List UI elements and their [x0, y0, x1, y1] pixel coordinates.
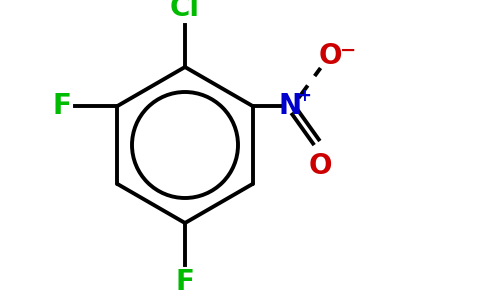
Text: N: N — [279, 92, 302, 120]
Text: F: F — [53, 92, 72, 120]
Text: +: + — [298, 87, 312, 105]
Text: O: O — [319, 42, 342, 70]
Text: F: F — [176, 268, 195, 296]
Text: Cl: Cl — [170, 0, 200, 22]
Text: O: O — [309, 152, 333, 180]
Text: −: − — [340, 40, 357, 59]
